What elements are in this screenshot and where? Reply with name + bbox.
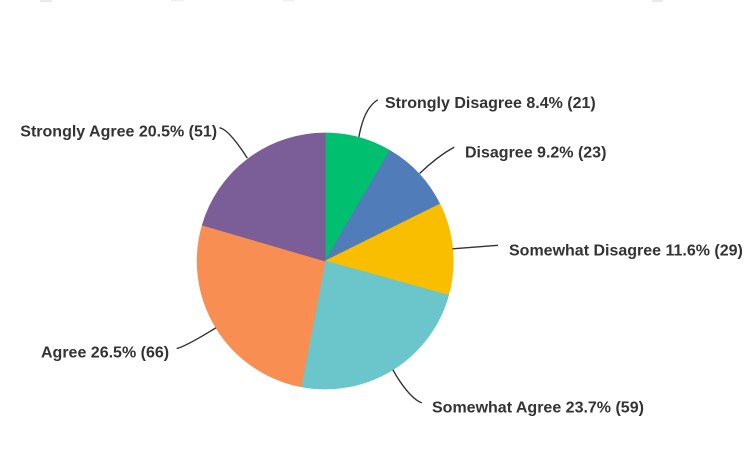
svg-text:Somewhat Agree 23.7% (59): Somewhat Agree 23.7% (59) xyxy=(432,400,644,417)
svg-text:Somewhat Disagree 11.6% (29): Somewhat Disagree 11.6% (29) xyxy=(509,242,743,259)
svg-text:Strongly Disagree 8.4% (21): Strongly Disagree 8.4% (21) xyxy=(385,95,596,112)
svg-text:Agree 26.5% (66): Agree 26.5% (66) xyxy=(41,345,169,362)
svg-text:Strongly Agree 20.5% (51): Strongly Agree 20.5% (51) xyxy=(20,123,217,140)
svg-text:Disagree 9.2% (23): Disagree 9.2% (23) xyxy=(465,144,606,161)
